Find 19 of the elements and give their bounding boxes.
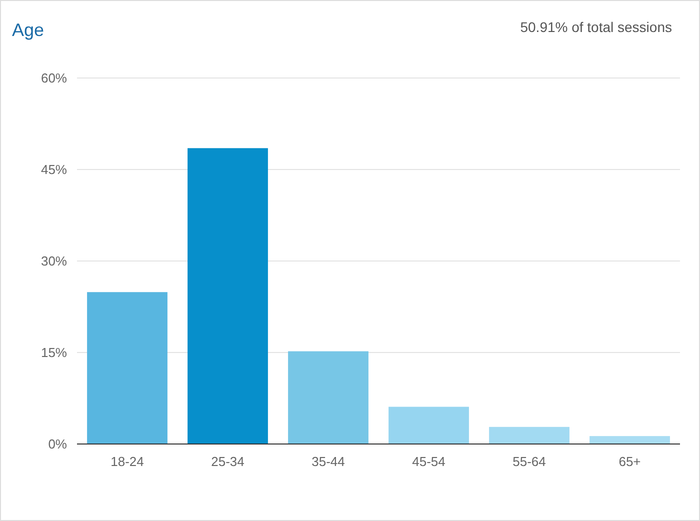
bar	[489, 426, 570, 444]
chart-title: Age	[12, 20, 44, 40]
bar	[288, 351, 368, 444]
x-tick-label: 35-44	[312, 454, 345, 469]
x-tick-label: 55-64	[512, 454, 546, 469]
x-tick-label: 45-54	[412, 454, 446, 469]
bar	[188, 148, 268, 444]
y-tick-label: 45%	[40, 162, 68, 178]
x-tick-label: 18-24	[110, 454, 144, 469]
x-tick-label: 25-34	[211, 454, 244, 469]
bar	[87, 292, 168, 444]
y-tick-label: 0%	[48, 436, 68, 452]
y-tick-label: 30%	[40, 254, 68, 269]
y-tick-label: 60%	[40, 70, 68, 86]
bar	[590, 436, 670, 444]
y-tick-label: 15%	[40, 345, 68, 360]
bar	[388, 406, 469, 444]
chart-subtitle: 50.91% of total sessions	[520, 19, 672, 35]
x-tick-label: 65+	[618, 454, 641, 469]
